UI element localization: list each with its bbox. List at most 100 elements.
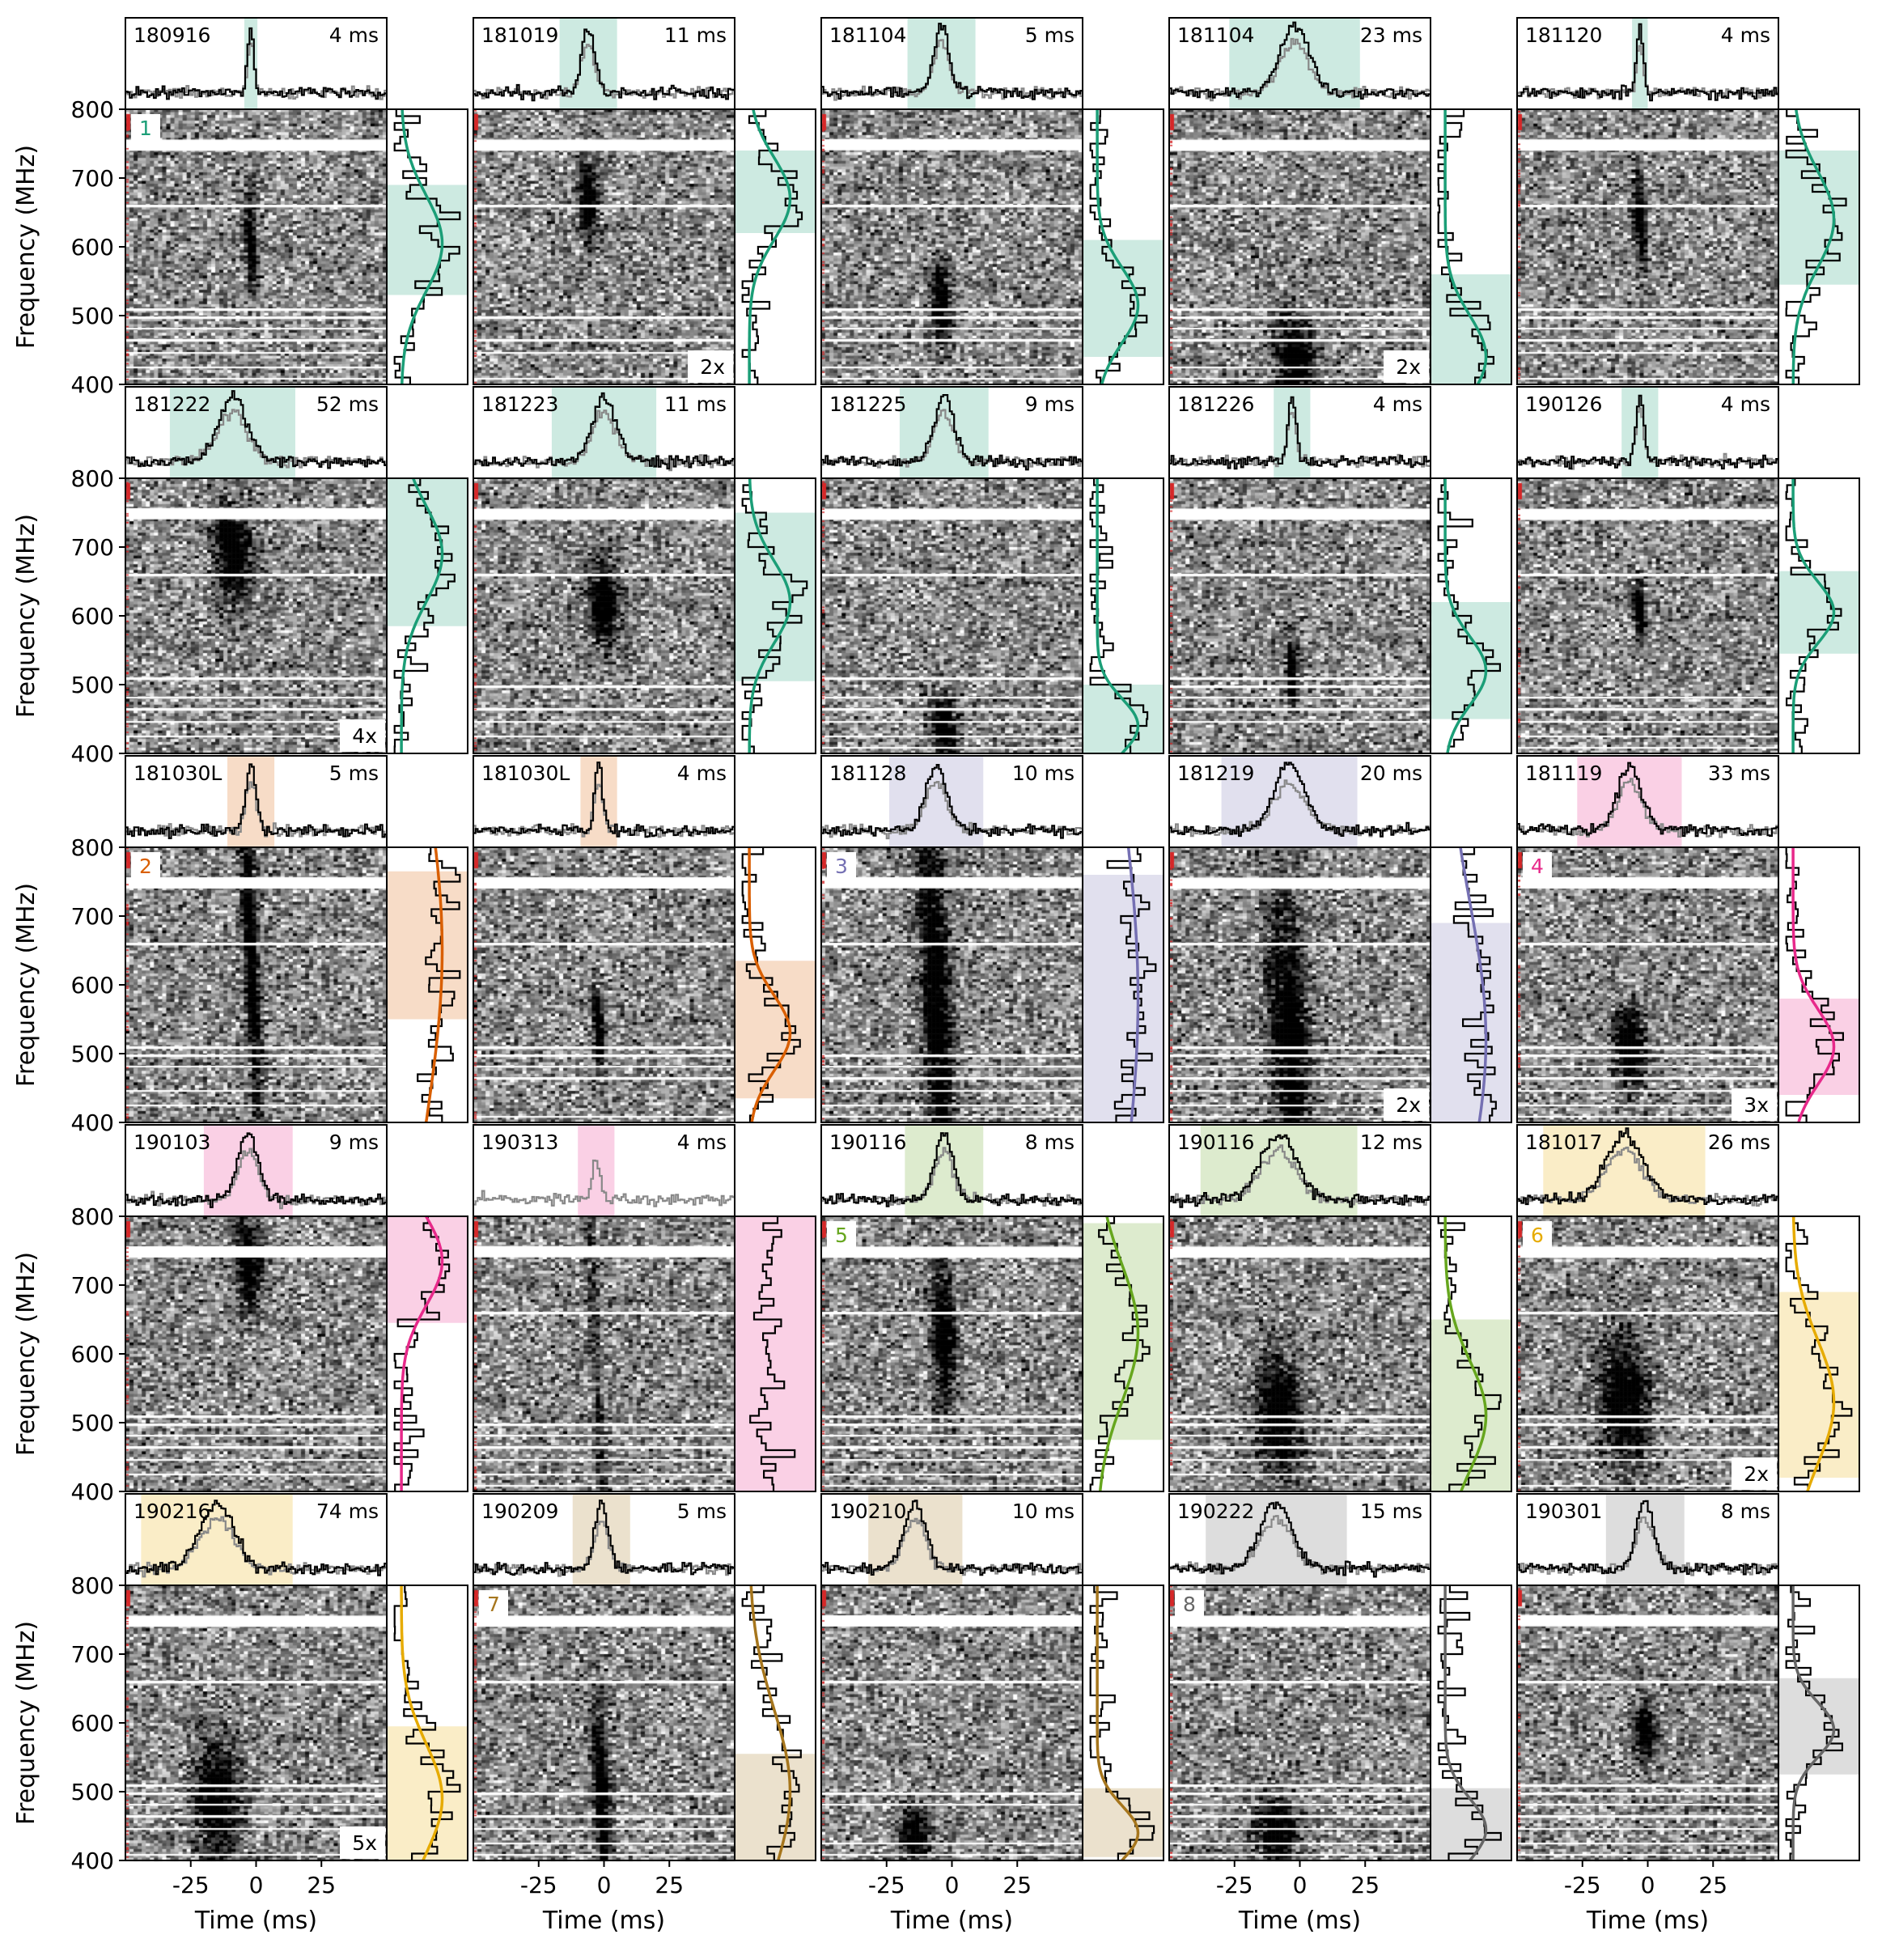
spectrum-line — [1785, 1216, 1853, 1491]
spectrum-frame — [1778, 1215, 1860, 1492]
spectrum-frame — [1082, 1215, 1164, 1492]
group-label-box — [1523, 1221, 1552, 1249]
burst-id-label: 190210 — [829, 1500, 906, 1523]
spectrum-fit-line — [1443, 1216, 1488, 1492]
group-number-label: 2 — [139, 855, 152, 878]
x-axis-label: Time (ms) — [1238, 1907, 1361, 1935]
x-tick-label: 25 — [1698, 1872, 1727, 1898]
burst-id-label: 181017 — [1525, 1131, 1602, 1154]
spectrum-fit-line — [1096, 1585, 1140, 1862]
burst-width-label: 20 ms — [1360, 762, 1422, 785]
x-tick-label: -25 — [1564, 1872, 1601, 1898]
x-tick-label: 0 — [597, 1872, 612, 1898]
x-tick-label: -25 — [172, 1872, 210, 1898]
group-number-label: 3 — [835, 855, 848, 878]
burst-id-label: 181128 — [829, 762, 906, 785]
scale-label-box — [1732, 1088, 1777, 1121]
x-axis-label: Time (ms) — [1586, 1907, 1709, 1935]
burst-width-label: 23 ms — [1360, 23, 1422, 47]
burst-width-label: 4 ms — [1373, 392, 1422, 416]
spectrum-frame — [1430, 846, 1512, 1123]
spectrum-fit-line — [748, 477, 792, 754]
spectrum-frame — [1778, 1585, 1860, 1861]
y-axis-label: Frequency (MHz) — [12, 1252, 40, 1456]
group-label-box — [1175, 1590, 1204, 1618]
burst-id-label: 181226 — [1177, 392, 1254, 416]
y-tick-label: 400 — [71, 1109, 114, 1136]
burst-width-label: 10 ms — [1012, 1500, 1075, 1523]
group-number-label: 7 — [487, 1593, 500, 1616]
burst-width-label: 5 ms — [1025, 23, 1075, 47]
burst-id-label: 181104 — [829, 23, 906, 47]
group-number-label: 5 — [835, 1224, 848, 1247]
x-axis-label: Time (ms) — [194, 1907, 317, 1935]
burst-id-label: 190313 — [481, 1131, 558, 1154]
burst-id-label: 181030L — [134, 762, 222, 785]
burst-width-label: 74 ms — [316, 1500, 379, 1523]
y-tick-label: 700 — [71, 534, 114, 561]
x-tick-label: 25 — [1350, 1872, 1380, 1898]
scale-factor-label: 2x — [1396, 1093, 1421, 1117]
y-tick-label: 500 — [71, 303, 114, 329]
y-axis-label: Frequency (MHz) — [12, 883, 40, 1087]
group-label-box — [479, 1590, 508, 1618]
burst-id-label: 190116 — [829, 1131, 906, 1154]
spectrum-fit-line — [1791, 847, 1836, 1123]
y-tick-label: 800 — [71, 1203, 114, 1230]
spectrum-fit-line — [748, 847, 792, 1123]
spectrum-line — [393, 1585, 461, 1860]
burst-id-label: 190116 — [1177, 1131, 1254, 1154]
burst-width-label: 8 ms — [1025, 1131, 1075, 1154]
y-tick-label: 600 — [71, 972, 114, 999]
spectrum-fit-line — [749, 1585, 792, 1861]
y-tick-label: 600 — [71, 234, 114, 261]
y-tick-label: 400 — [71, 371, 114, 398]
spectrum-fit-line — [1791, 1585, 1836, 1860]
y-tick-label: 700 — [71, 903, 114, 930]
burst-width-label: 5 ms — [329, 762, 379, 785]
spectrum-fit-line — [1096, 478, 1140, 755]
spectrum-frame — [386, 1215, 468, 1492]
spectrum-frame — [734, 1215, 816, 1492]
spectrum-fit-line — [1443, 478, 1488, 754]
burst-width-label: 4 ms — [677, 1131, 727, 1154]
spectrum-line — [1089, 1585, 1155, 1860]
burst-width-label: 52 ms — [316, 392, 379, 416]
group-number-label: 8 — [1183, 1593, 1196, 1616]
burst-id-label: 181119 — [1525, 762, 1602, 785]
spectrum-frame — [734, 108, 816, 385]
group-label-box — [1523, 852, 1552, 880]
spectrum-fit-line — [1443, 109, 1488, 385]
burst-id-label: 190126 — [1525, 392, 1602, 416]
spectrum-line — [417, 847, 461, 1122]
spectrum-line — [741, 847, 801, 1122]
burst-width-label: 4 ms — [1721, 23, 1770, 47]
spectrum-line — [741, 478, 808, 753]
y-tick-label: 800 — [71, 834, 114, 861]
spectrum-frame — [386, 846, 468, 1123]
spectrum-frame — [1430, 108, 1512, 385]
y-axis-label: Frequency (MHz) — [12, 145, 40, 349]
y-tick-label: 800 — [71, 465, 114, 492]
x-tick-label: -25 — [1216, 1872, 1253, 1898]
burst-width-label: 15 ms — [1360, 1500, 1422, 1523]
y-tick-label: 700 — [71, 165, 114, 192]
scale-factor-label: 3x — [1744, 1093, 1769, 1117]
spectrum-line — [1106, 847, 1157, 1122]
spectrum-fit-line — [748, 108, 792, 384]
x-axis-label: Time (ms) — [890, 1907, 1013, 1935]
y-axis-label: Frequency (MHz) — [12, 1621, 40, 1825]
spectrum-frame — [386, 477, 468, 754]
y-tick-label: 500 — [71, 1779, 114, 1805]
burst-width-label: 11 ms — [664, 23, 727, 47]
scale-label-box — [340, 719, 385, 752]
x-tick-label: 0 — [1293, 1872, 1308, 1898]
burst-id-label: 190209 — [481, 1500, 558, 1523]
burst-width-label: 26 ms — [1708, 1131, 1770, 1154]
scale-label-box — [340, 1826, 385, 1859]
spectrum-frame — [1778, 846, 1860, 1123]
group-number-label: 4 — [1531, 855, 1544, 878]
spectrum-frame — [1430, 477, 1512, 754]
scale-label-box — [1384, 1088, 1429, 1121]
